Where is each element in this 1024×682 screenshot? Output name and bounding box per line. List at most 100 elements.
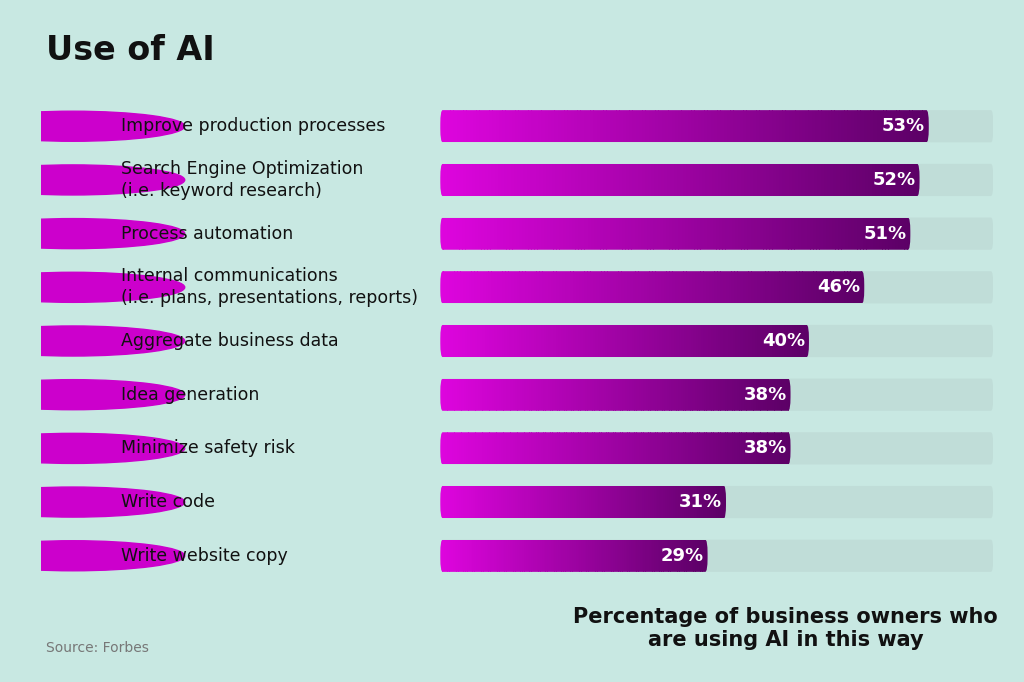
Bar <box>714 432 716 464</box>
Bar <box>757 164 760 196</box>
Bar <box>617 325 621 357</box>
Bar <box>675 486 677 518</box>
Bar <box>830 271 834 303</box>
Bar <box>593 110 597 143</box>
Bar <box>582 271 585 303</box>
Bar <box>909 110 913 143</box>
Bar <box>590 271 593 303</box>
Bar <box>770 325 772 357</box>
Bar <box>760 379 763 411</box>
Bar <box>778 218 782 250</box>
Bar <box>720 486 723 518</box>
Bar <box>691 110 694 143</box>
Bar <box>699 164 702 196</box>
Bar <box>751 164 754 196</box>
Bar <box>799 325 802 357</box>
Bar <box>568 164 571 196</box>
Bar <box>740 164 744 196</box>
Bar <box>906 110 909 143</box>
Bar <box>484 486 486 518</box>
Bar <box>450 218 454 250</box>
Text: 40%: 40% <box>762 332 805 350</box>
Bar <box>519 539 521 572</box>
Bar <box>763 164 767 196</box>
FancyBboxPatch shape <box>440 271 993 303</box>
Bar <box>525 271 528 303</box>
Bar <box>642 110 646 143</box>
Bar <box>686 271 689 303</box>
Bar <box>671 164 674 196</box>
Bar <box>610 379 613 411</box>
Bar <box>543 164 546 196</box>
Bar <box>758 325 760 357</box>
Bar <box>767 379 770 411</box>
Bar <box>730 110 734 143</box>
Bar <box>440 379 443 411</box>
Bar <box>584 486 586 518</box>
Bar <box>482 110 486 143</box>
Bar <box>746 110 751 143</box>
Bar <box>532 539 536 572</box>
Bar <box>541 432 544 464</box>
Bar <box>907 218 910 250</box>
Bar <box>649 539 651 572</box>
Bar <box>445 432 447 464</box>
Bar <box>571 486 574 518</box>
Bar <box>502 110 506 143</box>
Bar <box>537 271 540 303</box>
Bar <box>547 218 551 250</box>
Bar <box>706 539 708 572</box>
Bar <box>478 539 480 572</box>
Bar <box>505 486 508 518</box>
Bar <box>529 432 531 464</box>
Bar <box>520 164 524 196</box>
Bar <box>740 325 743 357</box>
Bar <box>606 164 610 196</box>
Bar <box>737 164 741 196</box>
Bar <box>667 325 670 357</box>
Bar <box>632 379 635 411</box>
Bar <box>700 539 702 572</box>
Bar <box>579 271 582 303</box>
Bar <box>746 379 749 411</box>
Bar <box>473 486 475 518</box>
Bar <box>565 164 568 196</box>
Bar <box>597 379 599 411</box>
Bar <box>676 218 679 250</box>
Bar <box>667 379 670 411</box>
Bar <box>588 325 591 357</box>
Bar <box>774 379 777 411</box>
Bar <box>603 164 607 196</box>
Bar <box>630 325 633 357</box>
Bar <box>508 432 511 464</box>
Bar <box>507 325 510 357</box>
Bar <box>692 379 695 411</box>
Bar <box>578 539 580 572</box>
Bar <box>622 539 625 572</box>
Bar <box>609 218 613 250</box>
Bar <box>515 432 518 464</box>
Bar <box>683 164 687 196</box>
Bar <box>733 325 735 357</box>
Bar <box>693 325 696 357</box>
Bar <box>527 539 529 572</box>
Bar <box>765 432 768 464</box>
Bar <box>546 379 548 411</box>
Text: Write website copy: Write website copy <box>121 547 288 565</box>
Bar <box>447 325 451 357</box>
Bar <box>635 218 638 250</box>
Bar <box>839 218 842 250</box>
Bar <box>756 110 760 143</box>
Bar <box>463 271 466 303</box>
Bar <box>861 271 864 303</box>
Bar <box>449 271 452 303</box>
Bar <box>468 379 471 411</box>
Bar <box>581 164 585 196</box>
Bar <box>542 539 544 572</box>
Bar <box>913 164 916 196</box>
Bar <box>564 271 568 303</box>
Bar <box>496 539 498 572</box>
Bar <box>711 486 713 518</box>
Bar <box>774 432 777 464</box>
Bar <box>479 110 483 143</box>
